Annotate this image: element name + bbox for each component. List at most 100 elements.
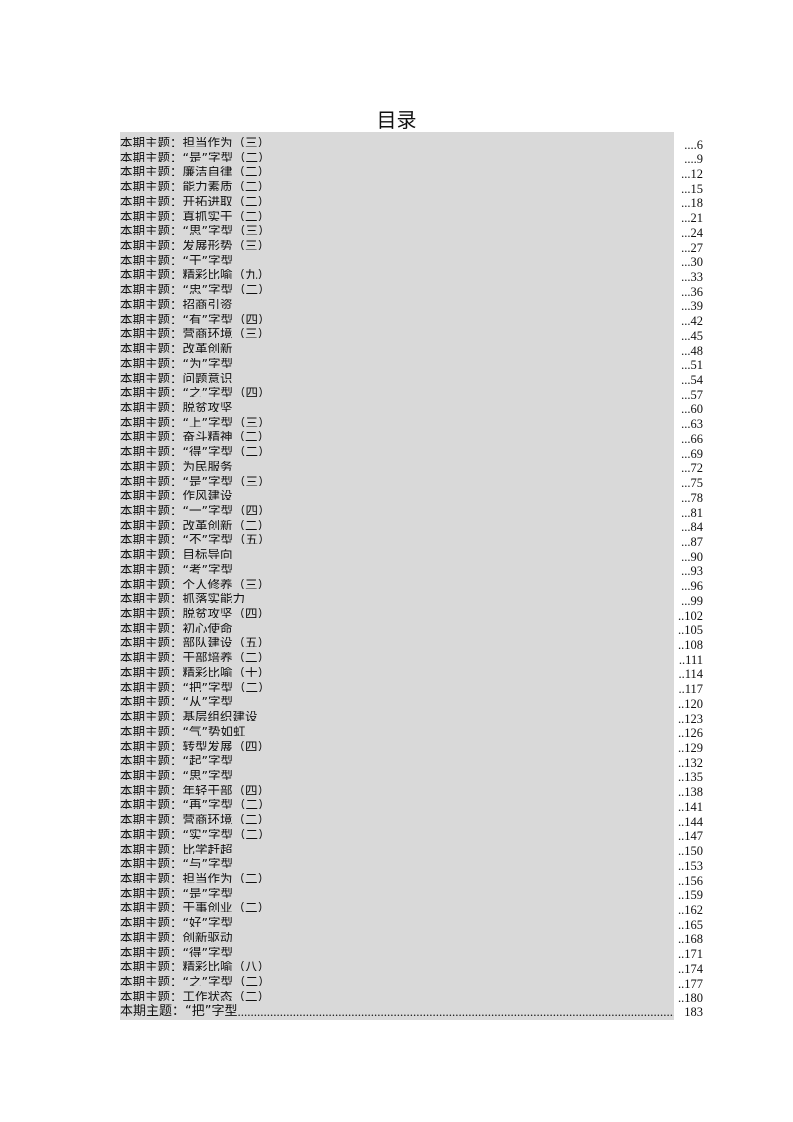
toc-entry-topic: “不”字型（五）: [182, 534, 271, 545]
page-number-value: 18: [690, 197, 704, 211]
toc-entry[interactable]: 本期主题：担当作为（二）: [120, 873, 270, 883]
toc-entry[interactable]: 本期主题：担当作为（三）: [120, 137, 270, 147]
toc-entry[interactable]: 本期主题：精彩比喻（八）: [120, 961, 270, 971]
toc-entry[interactable]: 本期主题：转型发展（四）: [120, 741, 270, 751]
toc-page-number: ..111: [672, 654, 703, 667]
toc-entry[interactable]: 本期主题：创新驱动: [120, 932, 233, 942]
toc-entry[interactable]: 本期主题：奋斗精神（二）: [120, 431, 270, 441]
toc-entry-text: 本期主题：创新驱动: [120, 932, 233, 942]
toc-entry-prefix: 本期主题：: [120, 858, 183, 869]
toc-entry-prefix: 本期主题：: [120, 195, 183, 206]
toc-entry[interactable]: 本期主题：年轻干部（四）: [120, 785, 270, 795]
toc-entry[interactable]: 本期主题：作风建设: [120, 490, 233, 500]
toc-entry-topic: “为”字型: [182, 357, 233, 368]
toc-entry[interactable]: 本期主题：“从”字型: [120, 696, 233, 706]
toc-page-number: ...21: [672, 212, 703, 225]
toc-entry-topic: 担当作为（二）: [182, 873, 271, 883]
toc-entry[interactable]: 本期主题：问题意识: [120, 373, 233, 383]
toc-entry[interactable]: 本期主题：“再”字型（二）: [120, 799, 270, 809]
toc-entry[interactable]: 本期主题：“思”字型（三）: [120, 225, 270, 235]
toc-entry-prefix: 本期主题：: [120, 990, 183, 1001]
toc-entry-topic: “上”字型（三）: [182, 416, 271, 427]
dot-leader: ...: [681, 535, 691, 549]
toc-entry-text: 本期主题：“不”字型（五）: [120, 534, 270, 544]
toc-entry[interactable]: 本期主题：“为”字型: [120, 358, 233, 368]
toc-entry[interactable]: 本期主题：干事创业（二）: [120, 902, 270, 912]
toc-entry-prefix: 本期主题：: [120, 357, 183, 368]
toc-entry[interactable]: 本期主题：发展形势（三）: [120, 240, 270, 250]
toc-entry-topic: “一”字型（四）: [182, 505, 271, 515]
toc-page-number: ..117: [672, 683, 703, 696]
toc-entry-prefix: 本期主题：: [120, 254, 183, 265]
toc-page-number: ...15: [672, 183, 703, 196]
toc-page-number: ..105: [672, 624, 703, 637]
toc-entry[interactable]: 本期主题：工作状态（二）: [120, 991, 270, 1001]
toc-entry-text: 本期主题：干事创业（二）: [120, 902, 270, 912]
toc-entry-prefix: 本期主题：: [120, 608, 183, 619]
toc-entry[interactable]: 本期主题：基层组织建设: [120, 711, 258, 721]
dot-leader: ...: [681, 565, 691, 579]
toc-entry[interactable]: 本期主题：“是”字型（三）: [120, 476, 270, 486]
toc-entry[interactable]: 本期主题：“思”字型: [120, 770, 233, 780]
toc-entry[interactable]: 本期主题：“上”字型（三）: [120, 417, 270, 427]
toc-entry[interactable]: 本期主题：“是”字型（二）: [120, 152, 270, 162]
toc-entry[interactable]: 本期主题：“是”字型: [120, 888, 233, 898]
toc-entry[interactable]: 本期主题：个人修养（三）: [120, 579, 270, 589]
toc-title: 目录: [376, 108, 417, 132]
toc-entry[interactable]: 本期主题：“考”字型: [120, 564, 233, 574]
toc-entry-prefix: 本期主题：: [120, 210, 183, 221]
toc-page-number: ....6: [672, 139, 703, 152]
toc-entry[interactable]: 本期主题：“不”字型（五）: [120, 534, 270, 544]
toc-entry-text: 本期主题：个人修养（三）: [120, 579, 270, 589]
dot-leader: ..: [678, 977, 685, 991]
toc-entry[interactable]: 本期主题：部队建设（五）: [120, 637, 270, 647]
toc-entry[interactable]: 本期主题：脱贫攻坚（四）: [120, 608, 270, 618]
toc-entry[interactable]: 本期主题：“起”字型: [120, 755, 233, 765]
toc-entry-topic: “再”字型（二）: [182, 799, 271, 810]
dot-leader: ...: [681, 521, 691, 535]
toc-entry[interactable]: 本期主题：“一”字型（四）: [120, 505, 270, 515]
dot-leader: ..: [678, 800, 685, 814]
toc-entry[interactable]: 本期主题：“得”字型: [120, 947, 233, 957]
dot-leader: ..: [678, 845, 685, 859]
toc-entry[interactable]: 本期主题：真抓实干（二）: [120, 211, 270, 221]
page-number-value: 99: [690, 594, 704, 608]
toc-page-number: ...54: [672, 374, 703, 387]
page-number-value: 150: [684, 845, 703, 859]
toc-entry[interactable]: 本期主题：目标导向: [120, 549, 233, 559]
toc-entry-last[interactable]: 本期主题： “把”字型 ............................…: [120, 1004, 674, 1020]
page-number-value: 87: [690, 535, 704, 549]
toc-entry[interactable]: 本期主题：初心使命: [120, 623, 233, 633]
toc-entry[interactable]: 本期主题：营商环境（三）: [120, 328, 270, 338]
toc-entry[interactable]: 本期主题：“干”字型: [120, 255, 233, 265]
toc-entry[interactable]: 本期主题：改革创新: [120, 343, 233, 353]
toc-entry[interactable]: 本期主题：“实”字型（二）: [120, 829, 270, 839]
toc-entry[interactable]: 本期主题：精彩比喻（九）: [120, 269, 270, 279]
toc-entry[interactable]: 本期主题：“与”字型: [120, 858, 233, 868]
toc-entry[interactable]: 本期主题：脱贫攻坚: [120, 402, 233, 412]
toc-entry[interactable]: 本期主题：能力素质（二）: [120, 181, 270, 191]
toc-entry[interactable]: 本期主题：“之”字型（二）: [120, 976, 270, 986]
toc-entry[interactable]: 本期主题：干部培养（二）: [120, 652, 270, 662]
toc-entry[interactable]: 本期主题：改革创新（二）: [120, 520, 270, 530]
toc-entry[interactable]: 本期主题：“把”字型（二）: [120, 682, 270, 692]
toc-entry[interactable]: 本期主题：“之”字型（四）: [120, 387, 270, 397]
page-number-value: 63: [690, 418, 704, 432]
toc-entry[interactable]: 本期主题：开拓进取（二）: [120, 196, 270, 206]
toc-entry[interactable]: 本期主题：比学赶超: [120, 844, 233, 854]
page-number-value: 120: [684, 697, 703, 711]
toc-entry[interactable]: 本期主题：“气”势如虹: [120, 726, 245, 736]
toc-entry[interactable]: 本期主题：招商引资: [120, 299, 233, 309]
dot-leader: ..: [678, 653, 686, 667]
toc-entry[interactable]: 本期主题：“好”字型: [120, 917, 233, 927]
toc-entry[interactable]: 本期主题：“忠”字型（二）: [120, 284, 270, 294]
toc-entry[interactable]: 本期主题：“得”字型（二）: [120, 446, 270, 456]
toc-entry[interactable]: 本期主题：“有”字型（四）: [120, 314, 270, 324]
toc-entry[interactable]: 本期主题：精彩比喻（十）: [120, 667, 270, 677]
toc-entry[interactable]: 本期主题：廉洁自律（二）: [120, 166, 270, 176]
toc-entry[interactable]: 本期主题：为民服务: [120, 461, 233, 471]
toc-entry[interactable]: 本期主题：营商环境（二）: [120, 814, 270, 824]
toc-entry-prefix: 本期主题：: [120, 563, 183, 574]
toc-entry[interactable]: 本期主题：抓落实能力: [120, 593, 245, 603]
page-number-value: 96: [690, 580, 704, 594]
